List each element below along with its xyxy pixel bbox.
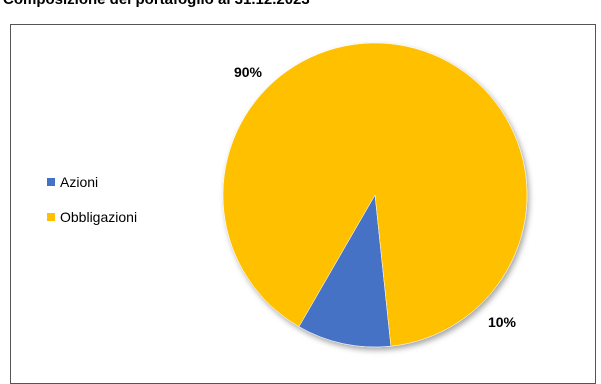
legend-item-obbligazioni: Obbligazioni	[47, 208, 137, 226]
legend-item-azioni: Azioni	[47, 173, 137, 191]
chart-legend: Azioni Obbligazioni	[47, 173, 137, 243]
data-label-obbligazioni: 90%	[234, 64, 263, 80]
legend-swatch-azioni	[47, 178, 55, 186]
pie-chart: 10% 90%	[222, 42, 528, 348]
pie-slice-azioni	[298, 194, 392, 348]
chart-title: Composizione del portafoglio al 31.12.20…	[3, 0, 310, 8]
legend-label-azioni: Azioni	[60, 174, 99, 190]
data-label-azioni: 10%	[488, 314, 517, 330]
pie-slice-obbligazioni	[222, 42, 528, 347]
legend-swatch-obbligazioni	[47, 213, 55, 221]
legend-label-obbligazioni: Obbligazioni	[60, 209, 138, 225]
